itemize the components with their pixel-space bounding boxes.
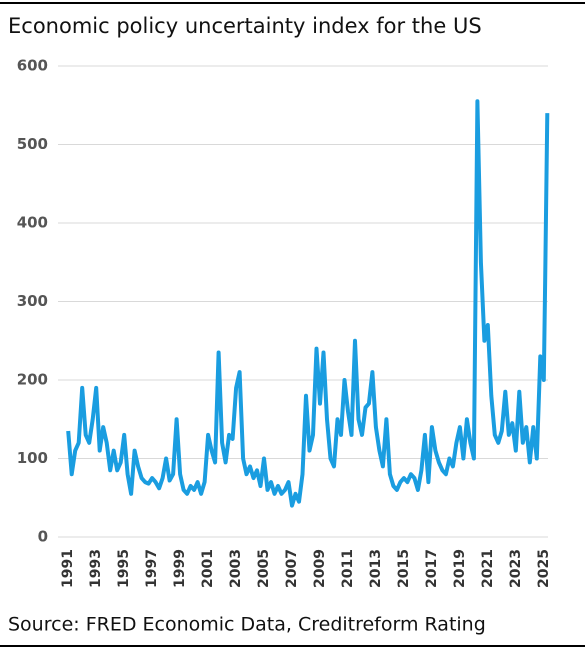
y-tick-label: 200 bbox=[17, 371, 48, 389]
x-tick-label: 2001 bbox=[200, 549, 216, 588]
y-tick-label: 0 bbox=[38, 528, 48, 546]
y-tick-label: 100 bbox=[17, 449, 48, 467]
x-tick-label: 1991 bbox=[60, 549, 76, 588]
chart-title: Economic policy uncertainty index for th… bbox=[8, 14, 482, 38]
x-tick-label: 2025 bbox=[536, 549, 552, 588]
y-tick-label: 300 bbox=[17, 292, 48, 310]
x-tick-label: 2011 bbox=[340, 549, 356, 588]
x-tick-label: 2009 bbox=[312, 549, 328, 588]
x-tick-label: 1993 bbox=[88, 549, 104, 588]
x-tick-label: 2003 bbox=[228, 549, 244, 588]
x-tick-label: 2021 bbox=[480, 549, 496, 588]
y-tick-label: 600 bbox=[17, 57, 48, 75]
x-tick-label: 2019 bbox=[452, 549, 468, 588]
source-note: Source: FRED Economic Data, Creditreform… bbox=[8, 614, 486, 636]
x-tick-label: 2017 bbox=[424, 549, 440, 588]
x-tick-label: 2023 bbox=[508, 549, 524, 588]
y-tick-label: 500 bbox=[17, 135, 48, 153]
x-tick-label: 2013 bbox=[368, 549, 384, 588]
x-tick-label: 2015 bbox=[396, 549, 412, 588]
x-tick-label: 1999 bbox=[172, 549, 188, 588]
data-line bbox=[66, 99, 550, 508]
x-tick-label: 1995 bbox=[116, 549, 132, 588]
x-tick-label: 1997 bbox=[144, 549, 160, 588]
y-tick-label: 400 bbox=[17, 214, 48, 232]
x-tick-label: 2007 bbox=[284, 549, 300, 588]
x-tick-label: 2005 bbox=[256, 549, 272, 588]
